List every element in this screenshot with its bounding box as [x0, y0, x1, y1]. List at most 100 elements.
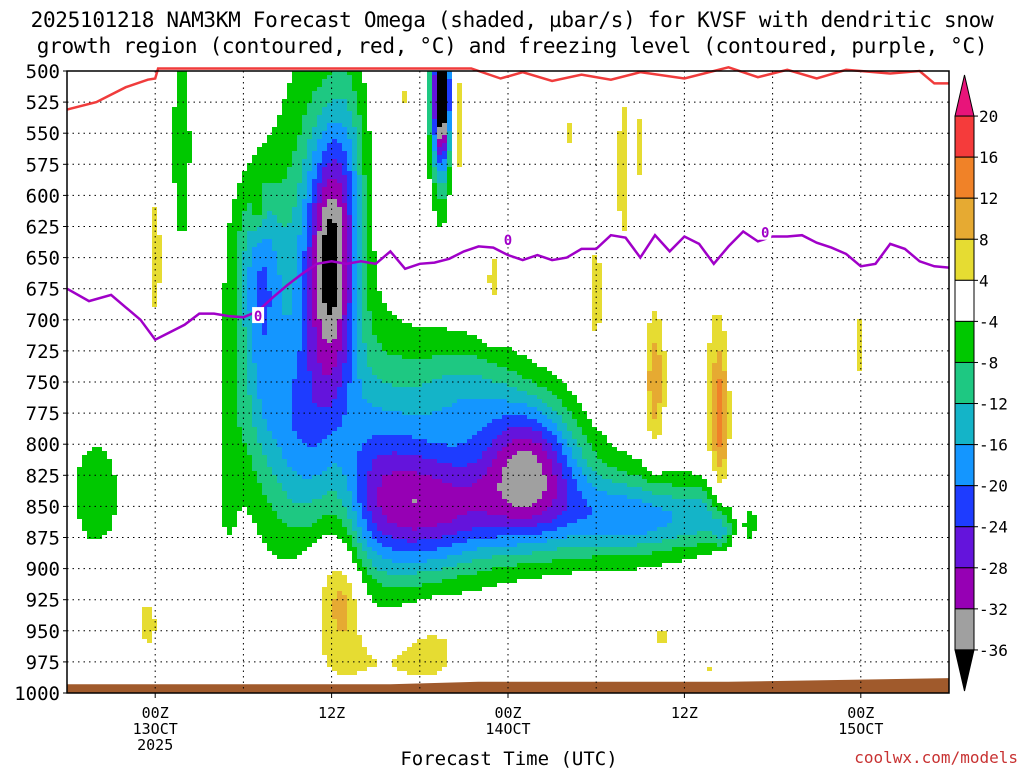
- omega-cell: [252, 263, 277, 267]
- omega-cell: [457, 131, 462, 135]
- omega-cell: [572, 475, 587, 479]
- omega-cell: [497, 483, 547, 487]
- credit-link[interactable]: coolwx.com/models: [854, 748, 1018, 767]
- omega-cell: [732, 527, 737, 531]
- omega-cell: [222, 479, 257, 483]
- omega-cell: [332, 599, 347, 603]
- omega-cell: [357, 479, 367, 483]
- omega-cell: [447, 115, 452, 119]
- omega-cell: [492, 463, 507, 467]
- omega-cell: [432, 95, 437, 99]
- freezing-level-labels: 00 0: [252, 223, 772, 325]
- omega-cell: [177, 227, 187, 231]
- omega-cell: [267, 459, 287, 463]
- omega-cell: [302, 219, 307, 223]
- omega-cell: [317, 311, 327, 315]
- omega-cell: [312, 383, 342, 387]
- omega-cell: [332, 431, 477, 435]
- omega-cell: [352, 331, 357, 335]
- omega-cell: [267, 215, 277, 219]
- omega-cell: [352, 351, 357, 355]
- omega-cell: [392, 451, 397, 455]
- omega-cell: [347, 175, 352, 179]
- omega-cell: [552, 407, 567, 411]
- omega-cell: [857, 355, 862, 359]
- omega-cell: [222, 439, 242, 443]
- omega-cell: [537, 383, 567, 387]
- omega-cell: [562, 443, 567, 447]
- omega-cell: [152, 247, 162, 251]
- omega-cell: [317, 207, 322, 211]
- omega-cell: [347, 339, 352, 343]
- y-tick-label: 825: [26, 465, 60, 487]
- omega-cell: [452, 483, 472, 487]
- omega-cell: [362, 511, 372, 515]
- omega-cell: [427, 135, 432, 139]
- omega-cell: [322, 107, 347, 111]
- omega-cell: [232, 211, 242, 215]
- omega-cell: [307, 179, 312, 183]
- omega-cell: [727, 419, 732, 423]
- omega-cell: [352, 527, 362, 531]
- omega-cell: [357, 239, 362, 243]
- omega-cell: [857, 351, 862, 355]
- omega-cell: [277, 271, 297, 275]
- omega-cell: [292, 467, 327, 471]
- omega-cell: [347, 303, 352, 307]
- omega-cell: [222, 427, 242, 431]
- omega-cell: [307, 299, 312, 303]
- omega-cell: [337, 627, 347, 631]
- omega-cell: [222, 459, 252, 463]
- omega-cell: [77, 499, 117, 503]
- omega-cell: [257, 375, 297, 379]
- omega-cell: [342, 263, 347, 267]
- omega-cell: [517, 371, 552, 375]
- omega-cell: [352, 323, 357, 327]
- omega-cell: [237, 239, 247, 243]
- omega-cell: [317, 211, 322, 215]
- omega-cell: [302, 315, 307, 319]
- omega-cell: [252, 331, 262, 335]
- omega-cell: [362, 339, 377, 343]
- omega-cell: [622, 127, 627, 131]
- omega-cell: [337, 359, 347, 363]
- omega-cell: [722, 387, 727, 391]
- colorbar-bin: [954, 279, 975, 322]
- omega-cell: [347, 183, 352, 187]
- omega-cell: [557, 423, 567, 427]
- omega-cell: [347, 243, 352, 247]
- omega-cell: [282, 179, 302, 183]
- omega-cell: [332, 403, 347, 407]
- omega-cell: [317, 247, 322, 251]
- omega-cell: [362, 303, 367, 307]
- omega-cell: [367, 255, 377, 259]
- omega-cell: [392, 383, 422, 387]
- omega-cell: [357, 455, 377, 459]
- omega-cell: [227, 235, 237, 239]
- omega-cell: [372, 595, 432, 599]
- omega-cell: [707, 427, 712, 431]
- omega-cell: [142, 607, 152, 611]
- omega-cell: [322, 255, 337, 259]
- omega-cell: [222, 299, 237, 303]
- omega-cell: [432, 147, 437, 151]
- omega-cell: [302, 263, 307, 267]
- omega-cell: [362, 563, 372, 567]
- omega-cell: [472, 527, 557, 531]
- omega-cell: [237, 267, 242, 271]
- omega-cell: [252, 399, 262, 403]
- omega-cell: [422, 383, 507, 387]
- omega-cell: [222, 411, 237, 415]
- omega-cell: [347, 255, 352, 259]
- omega-cell: [322, 635, 362, 639]
- omega-cell: [222, 483, 262, 487]
- omega-cell: [242, 439, 257, 443]
- omega-cell: [322, 83, 352, 87]
- omega-cell: [317, 171, 322, 175]
- omega-cell: [367, 183, 372, 187]
- omega-cell: [352, 159, 357, 163]
- omega-cell: [347, 319, 352, 323]
- omega-cell: [247, 299, 257, 303]
- omega-cell: [307, 107, 322, 111]
